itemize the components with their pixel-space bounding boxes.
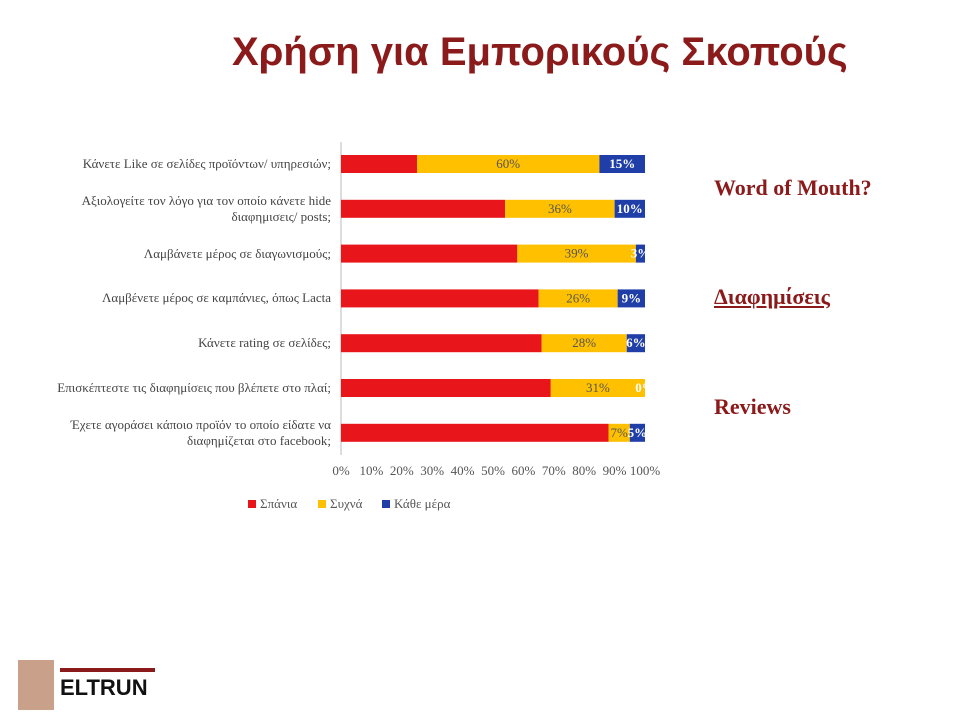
data-label: 3% <box>631 246 651 261</box>
x-tick-label: 80% <box>572 463 596 478</box>
note: Διαφημίσεις <box>714 284 830 309</box>
x-tick-label: 50% <box>481 463 505 478</box>
data-label: 36% <box>548 201 572 216</box>
data-label: 39% <box>565 246 589 261</box>
legend-label: Συχνά <box>330 496 363 511</box>
x-tick-label: 40% <box>451 463 475 478</box>
bar-segment <box>550 379 645 397</box>
bar-segment <box>341 289 539 308</box>
slide-title: Χρήση για Εμπορικούς Σκοπούς <box>232 30 848 74</box>
category-label: Επισκέπτεστε τις διαφημίσεις που βλέπετε… <box>57 380 331 395</box>
legend-swatch <box>318 500 326 508</box>
data-label: 9% <box>622 290 642 305</box>
bar-segment <box>341 334 542 353</box>
data-label: 10% <box>617 201 643 216</box>
data-label: 0% <box>635 380 655 395</box>
bar-segment <box>541 334 627 353</box>
x-tick-label: 70% <box>542 463 566 478</box>
legend-label: Σπάνια <box>260 496 297 511</box>
data-label: 31% <box>586 380 610 395</box>
logo-icon <box>18 660 54 710</box>
bar-segment <box>341 199 506 218</box>
bar-segment <box>417 155 600 173</box>
bar-segment <box>341 379 551 397</box>
category-label: Αξιολογείτε τον λόγο για τον οποίο κάνετ… <box>81 192 331 224</box>
bar-segment <box>629 423 645 442</box>
category-label: Έχετε αγοράσει κάποιο προϊόν το οποίο εί… <box>70 416 331 448</box>
note: Reviews <box>714 394 791 419</box>
bar-segment <box>538 289 618 308</box>
x-tick-label: 0% <box>332 463 350 478</box>
bar-segment <box>341 244 518 263</box>
category-label: Λαμβάνετε μέρος σε διαγωνισμούς; <box>143 245 331 261</box>
note: Word of Mouth? <box>714 175 872 200</box>
logo-text: ELTRUN <box>60 675 148 700</box>
data-label: 15% <box>609 156 635 171</box>
bar-segment <box>517 244 636 263</box>
legend-swatch <box>248 500 256 508</box>
x-tick-label: 10% <box>359 463 383 478</box>
data-label: 7% <box>610 425 628 440</box>
category-label: Κάνετε Like σε σελίδες προϊόντων/ υπηρεσ… <box>82 156 331 171</box>
x-tick-label: 20% <box>390 463 414 478</box>
bar-segment <box>608 423 630 442</box>
data-label: 5% <box>628 425 648 440</box>
category-label: Κάνετε rating σε σελίδες; <box>198 335 331 351</box>
bar-segment <box>626 334 645 353</box>
bar-segment <box>617 289 645 308</box>
data-label: 60% <box>496 156 520 171</box>
legend-label: Κάθε μέρα <box>394 496 451 511</box>
x-tick-label: 100% <box>630 463 661 478</box>
data-label: 28% <box>572 335 596 350</box>
bar-segment <box>341 155 417 173</box>
bar-segment <box>341 423 609 442</box>
category-label: Λαμβένετε μέρος σε καμπάνιες, όπως Lacta <box>101 290 331 306</box>
bar-segment <box>635 244 645 263</box>
x-tick-label: 90% <box>603 463 627 478</box>
bar-segment <box>505 199 615 218</box>
logo-rule <box>60 668 155 672</box>
x-tick-label: 30% <box>420 463 444 478</box>
bar-segment <box>599 155 645 173</box>
x-tick-label: 60% <box>511 463 535 478</box>
legend-swatch <box>382 500 390 508</box>
bar-segment <box>614 199 645 218</box>
data-label: 26% <box>566 290 590 305</box>
data-label: 6% <box>626 335 646 350</box>
